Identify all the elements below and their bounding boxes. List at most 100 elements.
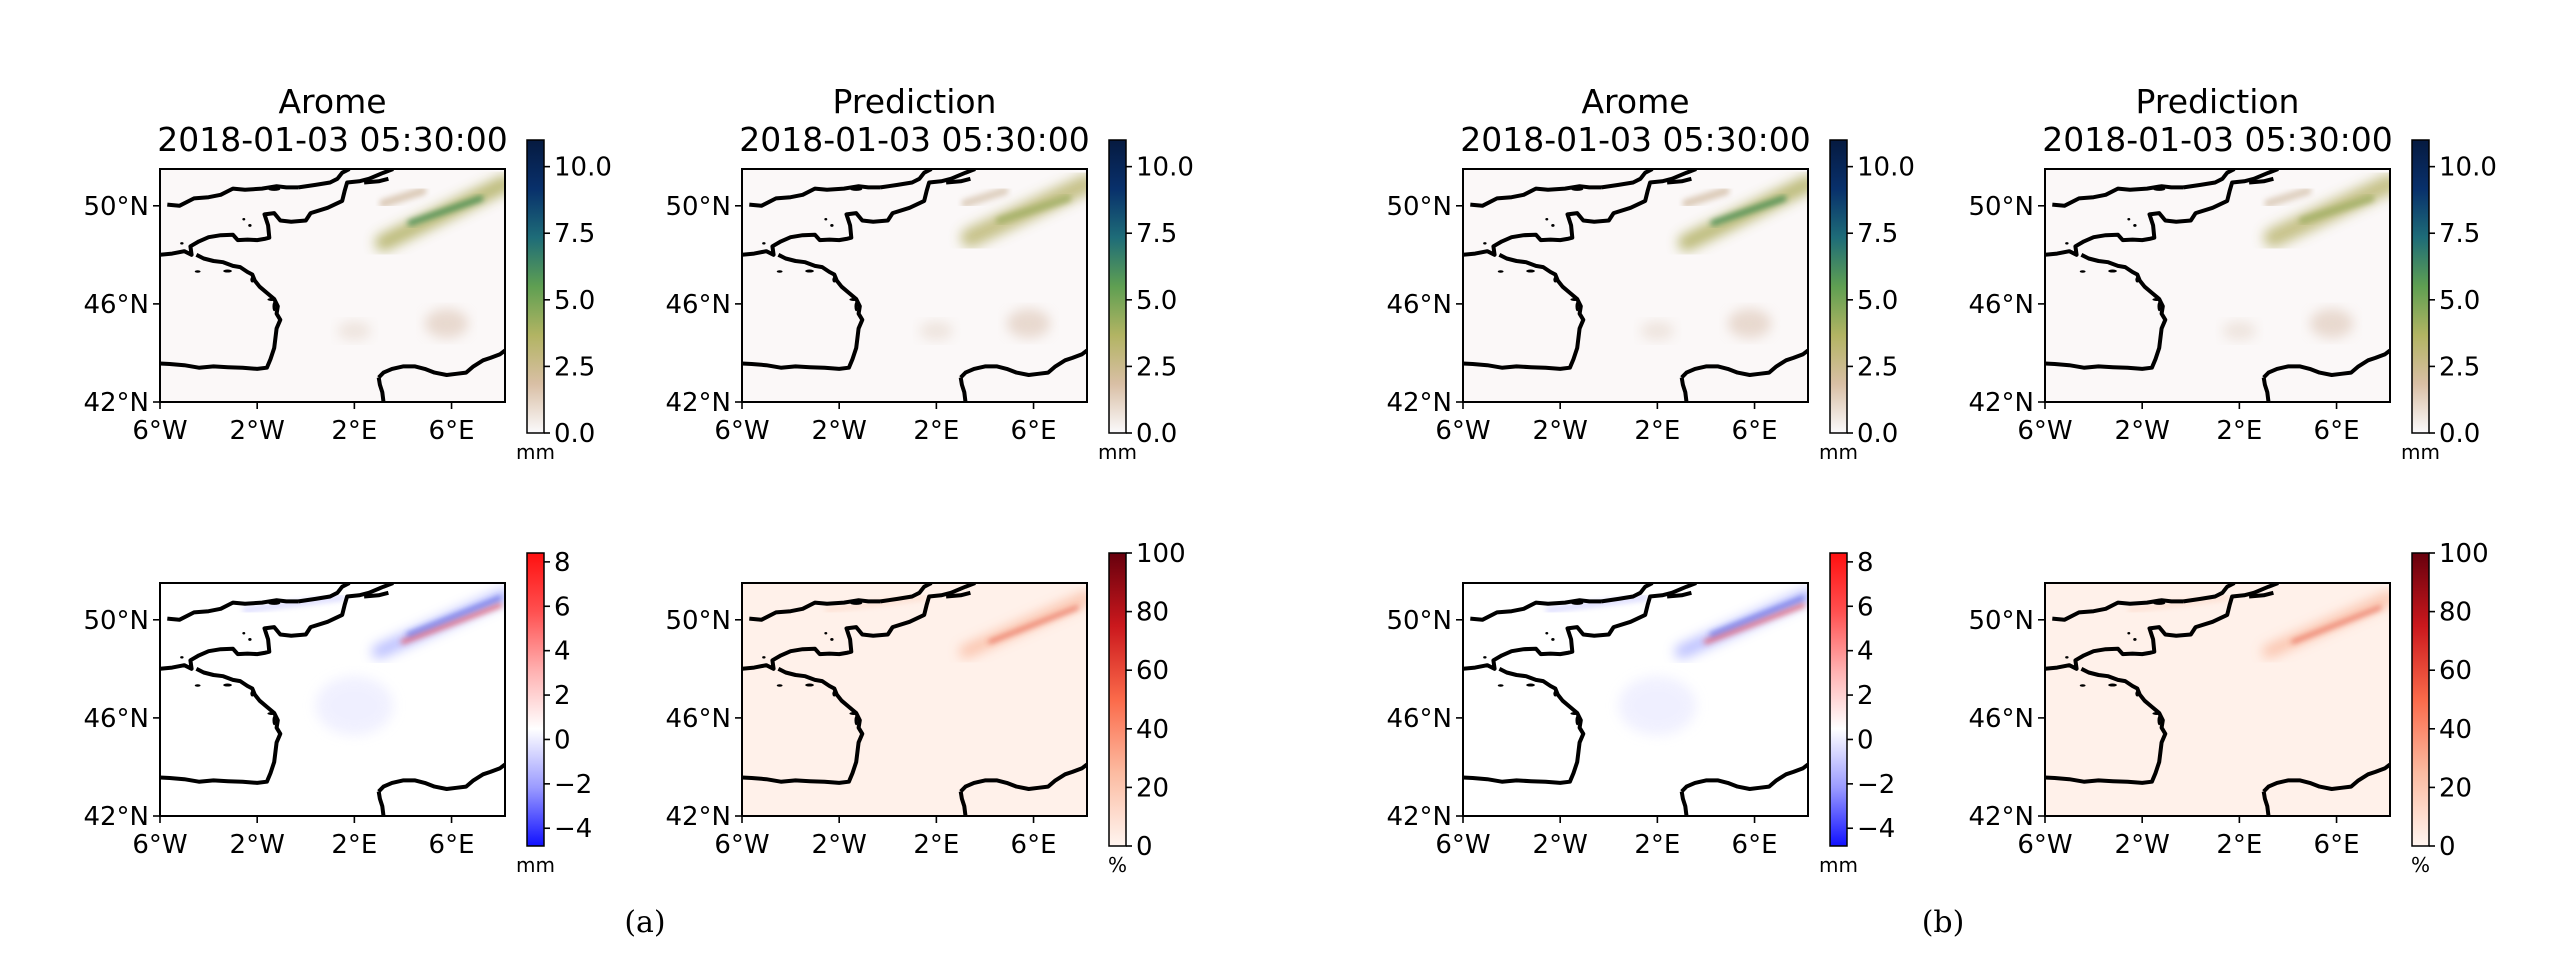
colorbar-tick-label: 20 [2439, 773, 2472, 803]
island [2153, 601, 2166, 605]
colorbar-tick-label: 2.5 [554, 352, 595, 382]
colorbar-tick-label: −4 [554, 814, 592, 844]
island [242, 218, 246, 221]
precip-band [825, 595, 927, 612]
island [1575, 301, 1579, 312]
colorbar-tick-label: 2.5 [1136, 352, 1177, 382]
coastline [2045, 253, 2168, 371]
island [824, 632, 828, 635]
map-panel: 6°W 2°W 2°E 6°E 42°N 46°N 50°N [83, 582, 506, 860]
colorbar-unit: mm [2401, 440, 2440, 464]
island [854, 301, 858, 312]
colorbar-tick-label: 10.0 [554, 153, 612, 183]
colorbar-tick-label: 0.0 [1136, 419, 1177, 449]
coastline [160, 253, 283, 371]
colorbar-precip: 0.0 2.5 5.0 7.5 10.0 mm [2401, 139, 2497, 464]
x-tick-label: 2°E [1634, 830, 1680, 860]
coastline [2262, 762, 2390, 793]
island [854, 715, 858, 726]
island [2079, 270, 2086, 273]
precip-band [379, 186, 427, 208]
precip-band [2298, 194, 2375, 225]
precip-band [959, 591, 1087, 658]
island [242, 632, 246, 635]
colorbar-tick-label: 5.0 [1136, 286, 1177, 316]
colorbar-diff: −4 −2 0 2 4 6 8 mm [516, 548, 592, 877]
x-tick-label: 6°E [1732, 416, 1778, 446]
island [1483, 656, 1487, 659]
coastline [376, 377, 386, 402]
colorbar-tick-label: 80 [2439, 598, 2472, 628]
x-tick-label: 2°E [1634, 416, 1680, 446]
precip-band [1682, 186, 1730, 208]
coastline [2052, 184, 2184, 208]
island [830, 223, 834, 227]
coastline [2045, 169, 2279, 257]
island [223, 683, 232, 687]
coastline [2248, 176, 2274, 185]
map-frame [741, 582, 1088, 817]
colorbar-tick-label: 4 [554, 637, 571, 667]
island [776, 270, 783, 273]
coastline [160, 667, 283, 785]
coastline [2261, 791, 2271, 816]
field-layer [825, 591, 1087, 658]
coastline [298, 583, 351, 604]
colorbar-unit: mm [1819, 853, 1858, 877]
colorbar-tick-label: 5.0 [1857, 286, 1898, 316]
map-frame [741, 168, 1088, 403]
island [805, 269, 814, 273]
island [1575, 715, 1579, 726]
island [2079, 684, 2086, 687]
island [2157, 715, 2161, 726]
island [223, 269, 232, 273]
coastline [377, 762, 505, 793]
y-tick-label: 50°N [83, 606, 149, 636]
y-tick-label: 42°N [1968, 802, 2034, 832]
map-panel: 6°W 2°W 2°E 6°E 42°N 46°N 50°N Arome2018-01-03 … [83, 82, 507, 446]
island [194, 684, 201, 687]
map-panel: 6°W 2°W 2°E 6°E 42°N 46°N 50°N Arome2018-01-03 … [1386, 82, 1810, 446]
colorbar-bar [1108, 139, 1127, 434]
precip-band [961, 186, 1009, 208]
precip-blob [315, 676, 394, 736]
precip-band [406, 596, 502, 636]
precip-blob [424, 308, 469, 339]
coastline-layer [160, 583, 505, 816]
panel-timestamp: 2018-01-03 05:30:00 [2042, 120, 2392, 159]
x-tick-label: 6°E [429, 416, 475, 446]
field-layer [337, 175, 505, 341]
island [2127, 632, 2131, 635]
map-frame [159, 168, 506, 403]
island [2135, 690, 2140, 697]
x-tick-label: 6°W [1435, 830, 1490, 860]
x-tick-label: 6°W [132, 830, 187, 860]
precip-blob [1640, 321, 1675, 341]
precip-band [242, 595, 345, 613]
y-tick-label: 42°N [665, 388, 731, 418]
colorbar-bar [2411, 552, 2430, 847]
colorbar-tick-label: 5.0 [2439, 286, 2480, 316]
y-tick-label: 50°N [665, 192, 731, 222]
colorbar-tick-label: 7.5 [1857, 219, 1898, 249]
colorbar-tick-label: 60 [2439, 656, 2472, 686]
coastline [749, 598, 881, 622]
y-tick-label: 50°N [1386, 606, 1452, 636]
colorbar-tick-label: 60 [1136, 656, 1169, 686]
coastline [1463, 253, 1586, 371]
island [762, 656, 766, 659]
colorbar-tick-label: 40 [2439, 715, 2472, 745]
coastline-layer [160, 169, 505, 402]
precip-blob [2309, 308, 2354, 339]
island [1497, 270, 1504, 273]
precip-band [1709, 596, 1805, 636]
map-panel: 6°W 2°W 2°E 6°E 42°N 46°N 50°N [665, 582, 1088, 860]
precip-blob [1727, 308, 1772, 339]
coastline [1463, 667, 1586, 785]
colorbar-tick-label: 0 [1136, 832, 1153, 862]
y-tick-label: 50°N [1386, 192, 1452, 222]
colorbar-tick-label: 10.0 [2439, 153, 2497, 183]
island [2065, 656, 2069, 659]
island [849, 298, 859, 301]
colorbar-tick-label: −4 [1857, 814, 1895, 844]
